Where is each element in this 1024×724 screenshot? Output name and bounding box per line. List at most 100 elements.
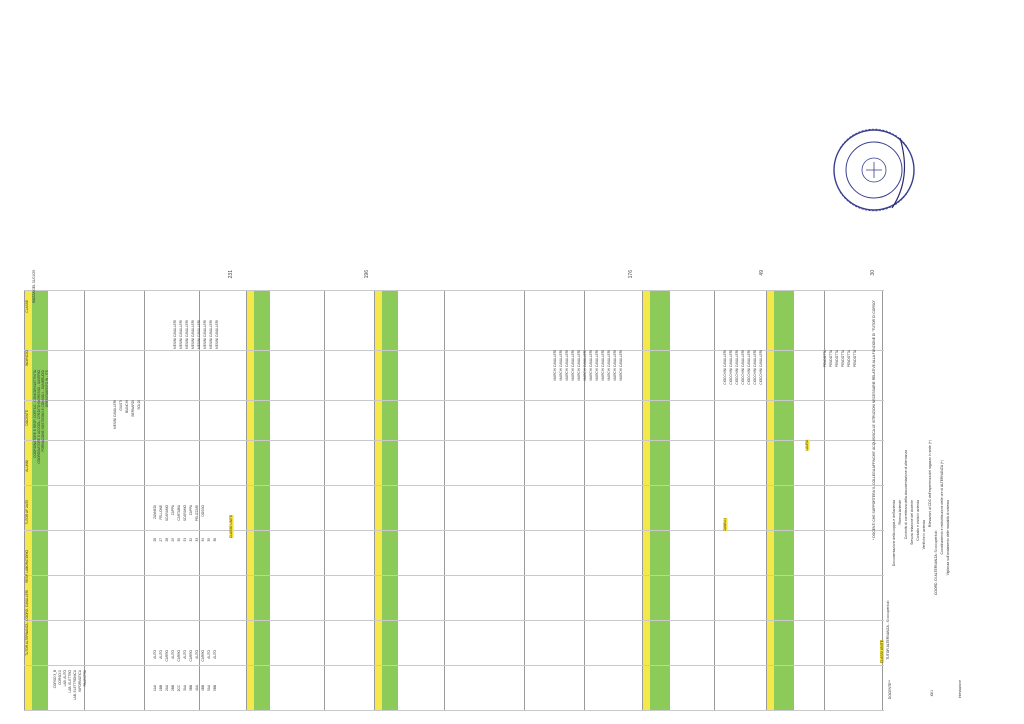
mid-name: MARCHI CAVALLERI bbox=[589, 350, 593, 381]
right-name: CIOCCHINI CAVALLERI bbox=[723, 350, 727, 385]
header-band-2 bbox=[246, 290, 254, 710]
footnote: Contatto e visita in azienda bbox=[916, 500, 920, 541]
coord-name: MESINI CAVALLERI bbox=[191, 320, 195, 349]
alunni-count: 30 bbox=[177, 538, 181, 542]
rotated-document-sheet: CLASSE INDIRIZZO DOCENTE ALUNNI TUTOR AF… bbox=[24, 270, 884, 711]
class-code: 5AA bbox=[207, 685, 211, 692]
right-name: CIOCCHINI CAVALLERI bbox=[753, 350, 757, 385]
indirizzo-cell: CARRO bbox=[177, 650, 181, 662]
right-name: CIOCCHINI CAVALLERI bbox=[741, 350, 745, 385]
coord-name: MESINI CAVALLERI bbox=[197, 320, 201, 349]
highlight-zanelli: ZANELLI bbox=[723, 518, 728, 531]
footnote: COORD. DI ALTERNANZA: Si occuperà di: bbox=[934, 530, 938, 596]
school-seal-stamp-icon bbox=[833, 128, 915, 212]
lab-name: GIUSTI bbox=[119, 400, 123, 411]
section-band-1 bbox=[32, 290, 48, 710]
tutor-name: SCARAMO bbox=[165, 505, 169, 522]
class-code: PALESTRA bbox=[83, 670, 87, 687]
tutor-name: PELIZZARI bbox=[195, 505, 199, 522]
indirizzo-cell: CARRO bbox=[165, 650, 169, 662]
header-classe: CLASSE bbox=[25, 300, 29, 313]
header-indirizzo: INDIRIZZO bbox=[25, 350, 29, 366]
mid-name: MARCHI CAVALLERI bbox=[595, 350, 599, 381]
class-code: 4BB bbox=[201, 685, 205, 692]
footnote: Stesura relazione del docente bbox=[910, 500, 914, 545]
indirizzo-cell: AUTO bbox=[171, 650, 175, 659]
mid-name: MARCHI CAVALLERI bbox=[607, 350, 611, 381]
far-right-name: PENDOTTA bbox=[841, 350, 845, 368]
header-band-3 bbox=[374, 290, 382, 710]
tutor-name: FELLONE bbox=[159, 505, 163, 520]
lab-name: SOLDI bbox=[137, 400, 141, 410]
header-band-1 bbox=[24, 290, 32, 710]
footnote: Ricerca Aziende bbox=[898, 500, 902, 525]
header-alunni: ALUNNI bbox=[25, 460, 29, 472]
footnote: Verifiche in azienda bbox=[922, 520, 926, 550]
right-name: CIOCCHINI CAVALLERI bbox=[759, 350, 763, 385]
tutor-name: ZAPPA bbox=[189, 505, 193, 516]
footnote: Vigilanza sull'andamento delle modalità … bbox=[946, 500, 950, 576]
alunni-count: 32 bbox=[189, 538, 193, 542]
class-code: 4AA bbox=[195, 685, 199, 692]
coord-name: MESINI CAVALLERI bbox=[203, 320, 207, 349]
indirizzo-cell: AUTO bbox=[207, 650, 211, 659]
alunni-count: 35 bbox=[207, 538, 211, 542]
far-right-name: PENDOTTA bbox=[853, 350, 857, 368]
indirizzo-cell: AUTO bbox=[183, 650, 187, 659]
right-name: CIOCCHINI CAVALLERI bbox=[735, 350, 739, 385]
indirizzo-cell: AUTO bbox=[213, 650, 217, 659]
tutor-name: ZANNEDI bbox=[153, 505, 157, 519]
indirizzo-cell: CARRO bbox=[201, 650, 205, 662]
header-tutor-alternanza: TUTOR ALTERNANZA - COORD. CAVALLERI bbox=[25, 590, 29, 656]
alunni-count: 29 bbox=[171, 538, 175, 542]
class-code: 1AA bbox=[153, 685, 157, 692]
footnote: * DOCENTI CHE SUPPORTERA' IL COLLEGA AFF… bbox=[872, 300, 876, 541]
footnote: Documentazione della coppia e dell'azien… bbox=[892, 500, 896, 567]
mid-name: MARCHI CAVALLERI bbox=[613, 350, 617, 381]
tutor-name: CARTABIA bbox=[177, 505, 181, 521]
footnote-classi-unite: CLASSI UNITE bbox=[880, 640, 884, 664]
lab-name: MESINI CAVALLERI bbox=[113, 400, 117, 429]
alunni-count: 31 bbox=[183, 538, 187, 542]
coord-name: MESINI CAVALLERI bbox=[215, 320, 219, 349]
alunni-count: 27 bbox=[159, 538, 163, 542]
tutor-name: SCARAMO bbox=[183, 505, 187, 522]
class-code: 3BB bbox=[189, 685, 193, 692]
mid-name: MARCHI CAVALLERI bbox=[565, 350, 569, 381]
far-right-name: PENDOTTA bbox=[835, 350, 839, 368]
coord-name: MESINI CAVALLERI bbox=[179, 320, 183, 349]
section-band-4 bbox=[650, 290, 670, 710]
right-name: CIOCCHINI CAVALLERI bbox=[747, 350, 751, 385]
section-band-5 bbox=[774, 290, 794, 710]
indirizzo-cell: AUTO bbox=[153, 650, 157, 659]
mid-name: MARCHI CAVALLERI bbox=[571, 350, 575, 381]
alunni-count: 36 bbox=[213, 538, 217, 542]
class-code: 3AA bbox=[183, 685, 187, 692]
section-band-2 bbox=[254, 290, 270, 710]
header-docente: DOCENTE bbox=[25, 410, 29, 426]
tutor-name: DOSSO bbox=[201, 505, 205, 517]
highlight-classe-unite: CLASSE UNITE bbox=[229, 515, 234, 539]
class-code: 1BB bbox=[159, 685, 163, 692]
footnote: Rilevazioni al CDC dell'esperienza del r… bbox=[928, 440, 932, 528]
section-total: 30 bbox=[870, 270, 876, 276]
indirizzo-cell: AUTO bbox=[159, 650, 163, 659]
mid-name: MARCHI CAVALLERI bbox=[577, 350, 581, 381]
mid-name: MARCHI CAVALLERI bbox=[601, 350, 605, 381]
highlight-laura: LAURA bbox=[805, 440, 810, 451]
header-tutor: TUTOR AF 24/25 bbox=[25, 500, 29, 525]
coord-name: MESINI CAVALLERI bbox=[185, 320, 189, 349]
mid-name: MARCHI CAVALLERI bbox=[619, 350, 623, 381]
draft-date-note: BOZZA DEL 31/01/25 bbox=[32, 270, 36, 303]
section-total: 49 bbox=[759, 270, 765, 276]
class-code: 2AA bbox=[165, 685, 169, 692]
section-label-4: ORIENTAMENTO IN - ITE bbox=[45, 370, 49, 408]
alunni-count: 28 bbox=[165, 538, 169, 542]
header-band-5 bbox=[766, 290, 774, 710]
mid-name: MARCHI CAVALLERI bbox=[583, 350, 587, 381]
lab-name: BERNARDI bbox=[131, 400, 135, 417]
footnote: Controllo di correttezza della documenta… bbox=[904, 450, 908, 540]
right-name: CIOCCHINI CAVALLERI bbox=[729, 350, 733, 385]
section-total: 196 bbox=[364, 270, 370, 279]
section-total: 176 bbox=[628, 270, 634, 279]
